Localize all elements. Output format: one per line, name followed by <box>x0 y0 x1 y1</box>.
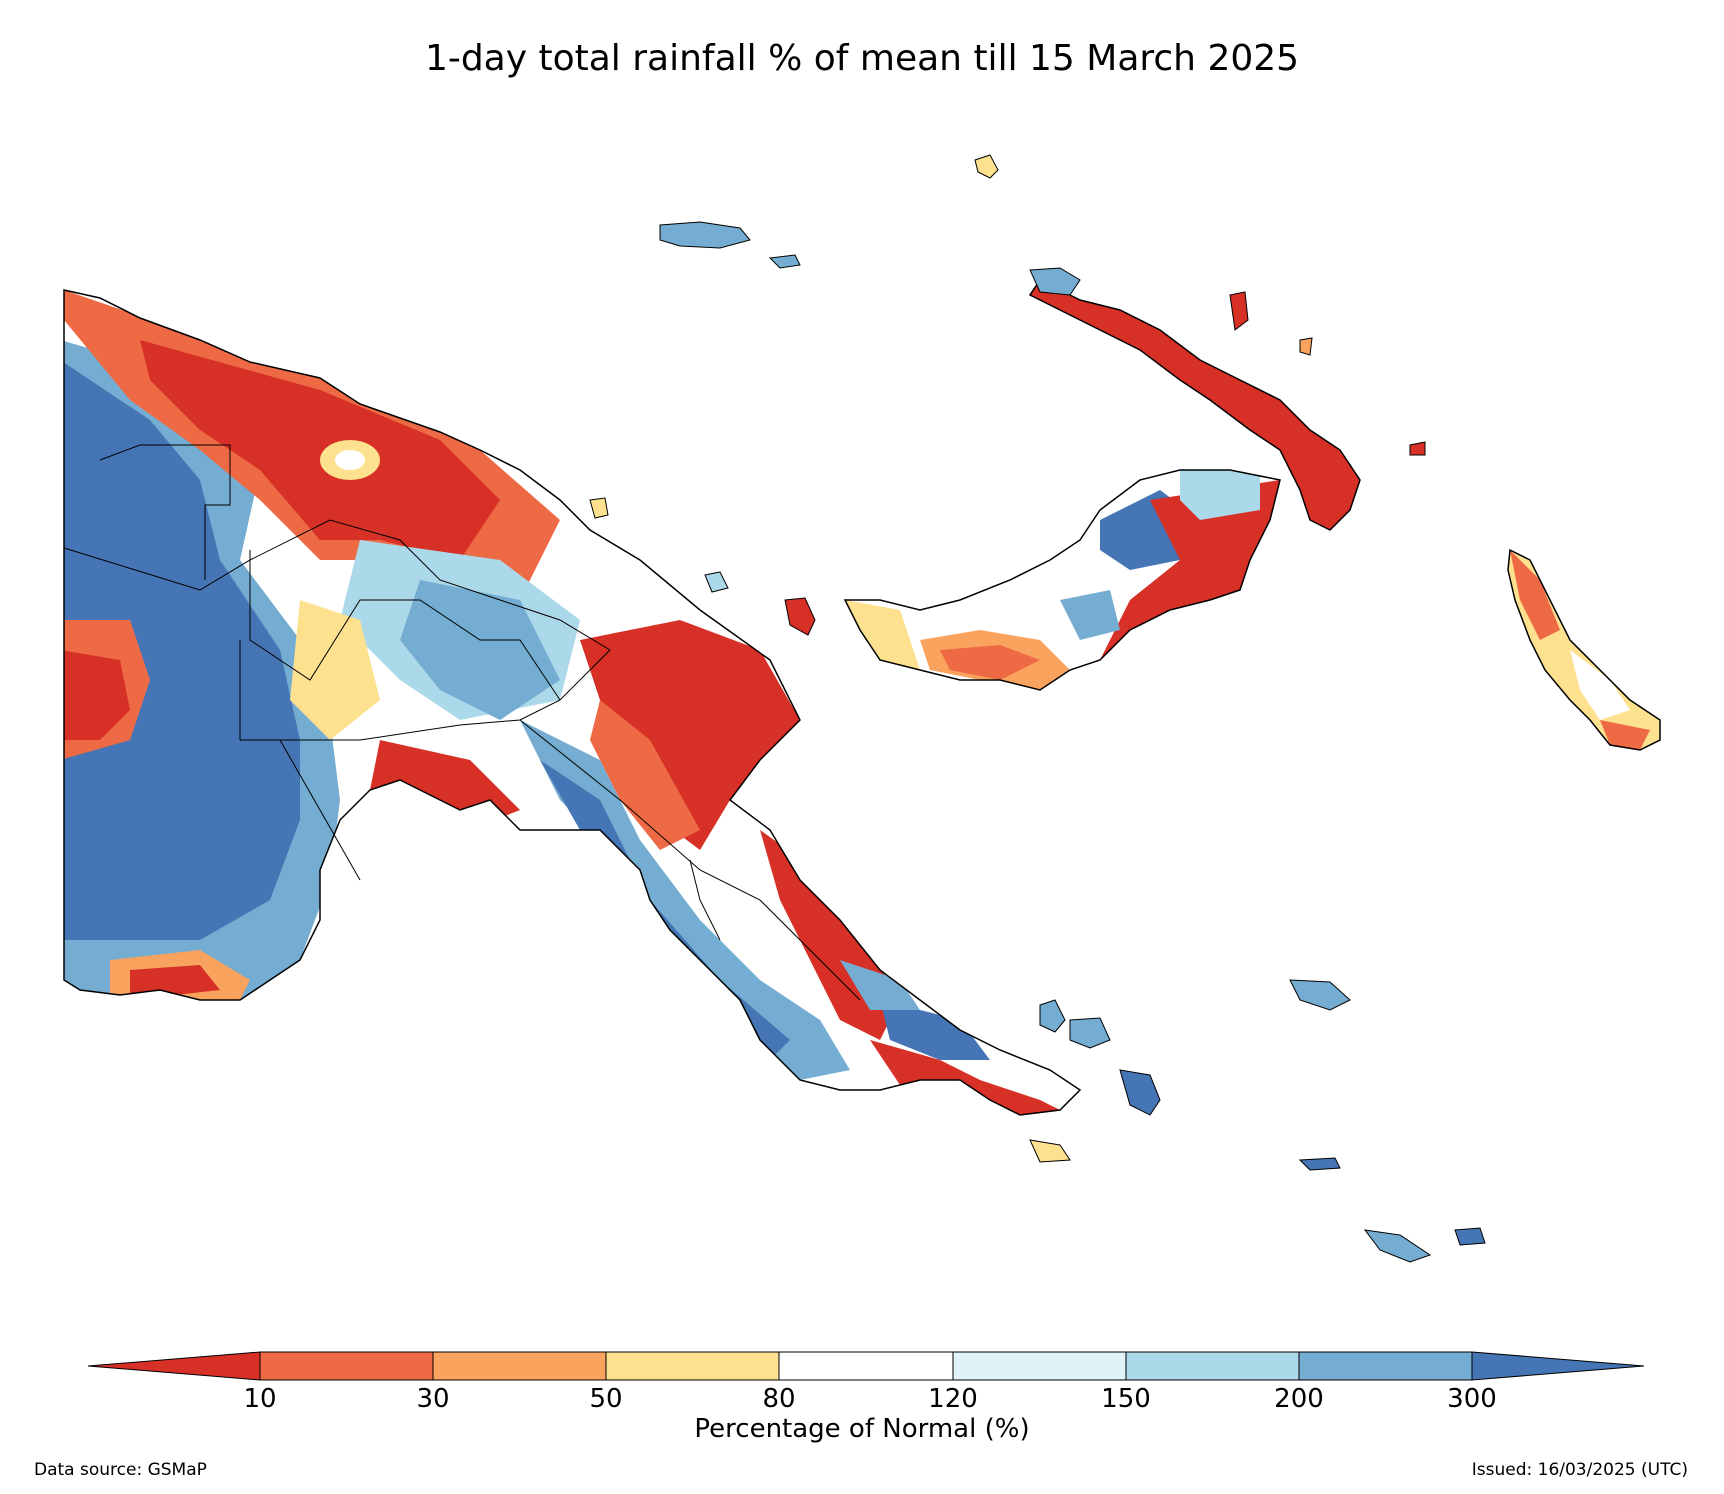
colorbar-tick: 300 <box>1447 1384 1497 1414</box>
bougainville-island <box>1507 548 1661 751</box>
colorbar-seg-150-200 <box>1125 1351 1300 1381</box>
colorbar-label: Percentage of Normal (%) <box>694 1414 1030 1444</box>
rainfall-map <box>63 154 1661 1263</box>
colorbar-tick: 80 <box>762 1384 796 1414</box>
mainland-png <box>63 289 1082 1116</box>
colorbar-seg-200-300 <box>1298 1351 1473 1381</box>
colorbar-tick: 50 <box>589 1384 623 1414</box>
colorbar-extend-low <box>87 1351 261 1381</box>
map-title: 1-day total rainfall % of mean till 15 M… <box>424 38 1300 79</box>
colorbar-seg-120-150 <box>952 1351 1127 1381</box>
colorbar-segments <box>87 1351 1645 1381</box>
new-ireland-island <box>1028 267 1361 531</box>
small-islands <box>589 154 1486 1263</box>
colorbar-tick: 30 <box>416 1384 450 1414</box>
colorbar-tick: 200 <box>1274 1384 1324 1414</box>
colorbar-tick: 120 <box>928 1384 978 1414</box>
colorbar-seg-10-30 <box>259 1351 434 1381</box>
colorbar <box>87 1351 1645 1381</box>
data-source: Data source: GSMaP <box>34 1460 207 1480</box>
colorbar-extend-high <box>1471 1351 1645 1381</box>
colorbar-tick: 10 <box>243 1384 277 1414</box>
new-britain-island <box>843 469 1281 691</box>
colorbar-seg-50-80 <box>605 1351 780 1381</box>
colorbar-tick: 150 <box>1101 1384 1151 1414</box>
colorbar-seg-80-120 <box>778 1351 954 1381</box>
issued-date: Issued: 16/03/2025 (UTC) <box>1471 1460 1688 1480</box>
colorbar-seg-30-50 <box>432 1351 607 1381</box>
